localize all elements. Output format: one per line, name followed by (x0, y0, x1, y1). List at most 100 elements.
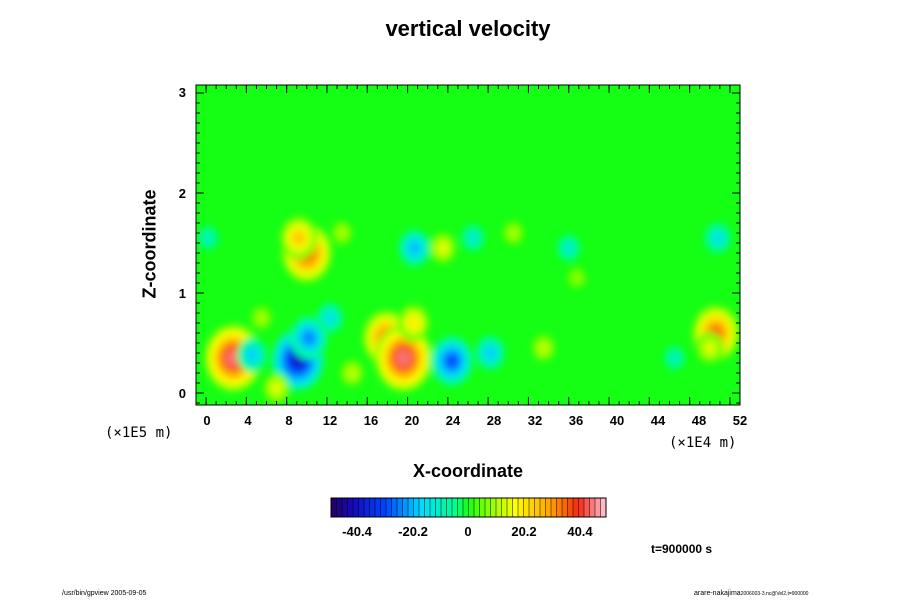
colorbar-tick-label: -40.4 (342, 524, 372, 539)
colorbar-segment (347, 498, 354, 517)
colorbar-segment (545, 498, 552, 517)
colorbar-segment (600, 498, 607, 517)
colorbar-segment (562, 498, 568, 517)
colorbar-segment (479, 498, 486, 517)
colorbar-segment (507, 498, 513, 517)
heatmap-cell (408, 317, 419, 329)
colorbar-segment (589, 498, 596, 517)
colorbar-segment (402, 498, 409, 517)
colorbar-tick-label: 0 (464, 524, 472, 539)
colorbar-tick-label: 20.2 (511, 524, 537, 539)
colorbar-segment (397, 498, 403, 517)
heatmap-cell (509, 228, 518, 238)
colorbar-segment (331, 498, 337, 517)
colorbar-segment (419, 498, 425, 517)
y-tick-label: 0 (178, 386, 186, 401)
time-label: t=900000 s (651, 542, 713, 556)
colorbar-segment (518, 498, 524, 517)
heatmap-cell (705, 343, 715, 353)
heatmap-cell (204, 233, 212, 243)
footer-right-main: arare-nakajima (694, 590, 741, 597)
colorbar-segment (386, 498, 392, 517)
colorbar-segment (523, 498, 530, 517)
colorbar-segment (369, 498, 376, 517)
x-tick-label: 28 (486, 413, 502, 428)
chart-title: vertical velocity (385, 16, 551, 41)
heatmap-cell (293, 232, 305, 244)
heatmap-cell (539, 343, 548, 353)
colorbar-segment (556, 498, 563, 517)
x-tick-label: 36 (568, 413, 584, 428)
colorbar-segment (413, 498, 420, 517)
colorbar-segment (573, 498, 579, 517)
heatmap-cell (485, 347, 495, 359)
colorbar-segment (408, 498, 414, 517)
x-tick-label: 48 (691, 413, 707, 428)
heatmap-cell (409, 242, 420, 254)
colorbar-segment (457, 498, 464, 517)
colorbar-segment (534, 498, 541, 517)
colorbar-segment (490, 498, 497, 517)
colorbar-segment (512, 498, 519, 517)
y-axis-label: Z-coordinate (139, 189, 160, 299)
colorbar-segment (496, 498, 502, 517)
colorbar-segment (540, 498, 546, 517)
heatmap-cell (446, 354, 458, 368)
heatmap-cell (272, 383, 281, 393)
footer-right: arare-nakajima2006003-3.nc@Vel2,t=900000 (694, 590, 808, 597)
y-tick-label: 2 (178, 186, 186, 201)
colorbar-tick-label: 40.4 (567, 524, 593, 539)
x-tick-label: 24 (445, 413, 461, 428)
heatmap-cell (225, 349, 241, 367)
y-unit-label: (×1E5 m) (105, 425, 173, 441)
colorbar-segment (430, 498, 436, 517)
heatmap-cell (348, 368, 357, 378)
y-tick-label: 1 (178, 286, 186, 301)
heatmap-cell (396, 349, 411, 367)
colorbar-segment (435, 498, 442, 517)
heatmap-cell (438, 243, 448, 253)
colorbar-segment (380, 498, 387, 517)
colorbar-segment (463, 498, 469, 517)
heatmap-cell (325, 313, 335, 323)
x-tick-label: 0 (203, 413, 211, 428)
colorbar-segment (375, 498, 381, 517)
footer-right-sub: 2006003-3.nc@Vel2,t=900000 (740, 591, 809, 597)
x-axis-label: X-coordinate (412, 461, 523, 481)
colorbar-segment (441, 498, 447, 517)
colorbar-segment (551, 498, 557, 517)
y-tick-label: 3 (178, 85, 186, 100)
colorbar-segment (358, 498, 365, 517)
colorbar-segment (474, 498, 480, 517)
colorbar-segment (424, 498, 431, 517)
colorbar-segment (501, 498, 508, 517)
colorbar-segment (584, 498, 590, 517)
heatmap-cell (713, 233, 723, 243)
heatmap-cell (573, 274, 581, 282)
heatmap-cell (670, 353, 679, 363)
colorbar-segment (595, 498, 601, 517)
colorbar-segment (364, 498, 370, 517)
x-tick-label: 16 (363, 413, 379, 428)
colorbar-segment (336, 498, 343, 517)
colorbar-segment (567, 498, 574, 517)
x-tick-label: 52 (732, 413, 748, 428)
x-tick-label: 20 (404, 413, 420, 428)
colorbar-segment (485, 498, 491, 517)
heatmap-cell (564, 243, 573, 253)
colorbar-segment (529, 498, 535, 517)
heatmap-cell (303, 332, 315, 344)
x-unit-label: (×1E4 m) (669, 435, 737, 451)
colorbar-segment (353, 498, 359, 517)
x-tick-label: 44 (650, 413, 666, 428)
colorbar-segment (578, 498, 585, 517)
colorbar-segment (452, 498, 458, 517)
x-tick-label: 8 (285, 413, 293, 428)
x-tick-label: 12 (322, 413, 338, 428)
footer-left: /usr/bin/gpview 2005-09-05 (62, 590, 147, 597)
x-tick-label: 40 (609, 413, 625, 428)
colorbar (330, 497, 607, 518)
heatmap-cell (468, 233, 478, 243)
x-tick-label: 4 (244, 413, 252, 428)
